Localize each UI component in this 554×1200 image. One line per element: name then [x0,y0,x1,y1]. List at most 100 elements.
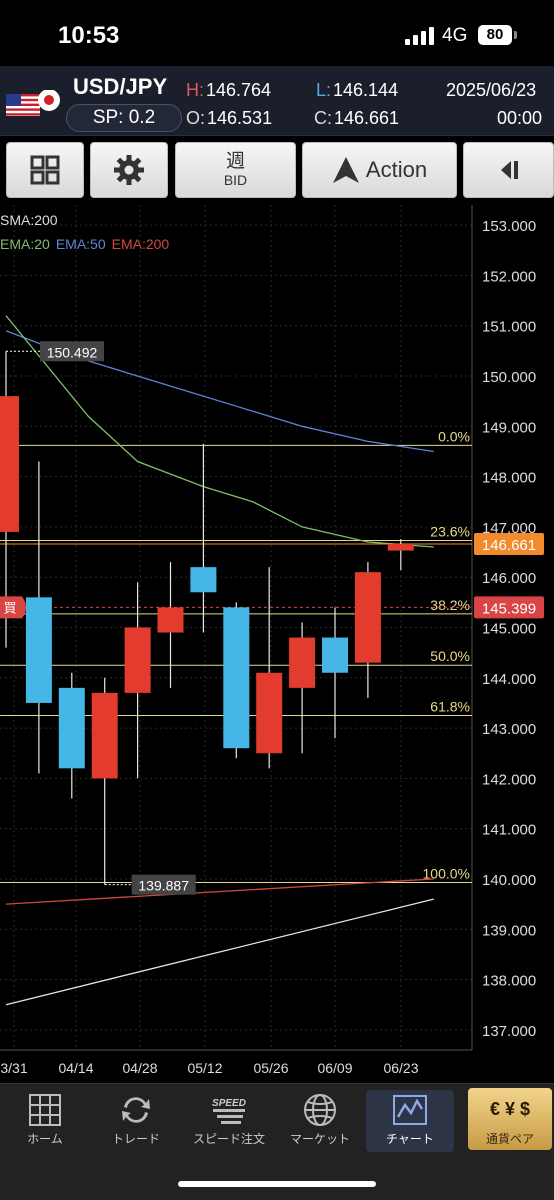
tab-chart-label: チャート [386,1132,434,1146]
x-tick-label: 06/09 [317,1060,352,1076]
y-tick-label: 142.000 [482,771,536,788]
y-tick-label: 147.000 [482,520,536,537]
fib-label: 61.8% [430,699,470,715]
low-value: 146.144 [333,80,399,100]
speed-icon-text: SPEED [212,1098,246,1109]
low-price: L: 146.144 [316,80,398,101]
currency-pair-title[interactable]: USD/JPY [73,74,168,99]
trade-arrows-icon [122,1097,150,1123]
period-label: 週 [225,150,245,172]
y-tick-label: 143.000 [482,721,536,738]
fib-label: 23.6% [430,523,470,539]
low-label: L: [316,80,332,100]
extreme-marker-box [131,874,196,895]
y-tick-label: 148.000 [482,470,536,487]
close-value: 146.661 [334,108,400,128]
extreme-marker-box [40,341,104,362]
tab-speed-order[interactable]: SPEED スピード注文 [186,1090,272,1152]
candle-body [387,544,414,551]
tab-home[interactable]: ホーム [5,1090,85,1152]
tab-market-label: マーケット [289,1132,350,1146]
battery-icon: 80 [478,25,512,45]
tab-currency-pair[interactable]: € ¥ $ 通貨ペア [468,1088,552,1150]
grid-icon [30,155,60,185]
candle-body [256,672,283,754]
y-tick-label: 151.000 [482,319,536,336]
speed-order-icon: SPEED [212,1098,246,1124]
currency-pair-icon: € ¥ $ [489,1099,531,1119]
collapse-panel-button[interactable] [463,142,554,198]
candle-body [322,637,348,673]
spread-badge: SP: 0.2 [66,104,182,132]
gear-icon [114,155,144,185]
home-indicator [178,1181,376,1187]
candle-body [289,637,316,688]
y-tick-label: 141.000 [482,822,536,839]
y-tick-label: 145.000 [482,621,536,638]
open-price: O: 146.531 [186,108,272,129]
y-tick-label: 140.000 [482,872,536,889]
y-tick-label: 138.000 [482,973,536,990]
tab-chart[interactable]: チャート [366,1090,454,1152]
high-price: H: 146.764 [186,80,271,101]
candle-body [91,692,118,779]
tab-home-label: ホーム [27,1132,63,1146]
usd-jpy-flag-icon[interactable] [6,90,62,118]
price-chart[interactable]: 153.000 152.000 151.000 150.000 149.000 148.0… [0,205,554,1083]
x-tick-label: 3/31 [0,1060,27,1076]
fib-label: 0.0% [438,428,470,444]
signal-icon [405,27,435,45]
current-price-badge-label: 146.661 [482,537,536,554]
sma200-line [5,898,434,1006]
ema200-line [5,878,434,905]
bottom-tab-bar [0,1083,554,1200]
y-tick-label: 146.000 [482,570,536,587]
chart-canvas[interactable]: 153.000 152.000 151.000 150.000 149.000 148.0… [0,205,554,1083]
tab-speed-order-label: スピード注文 [192,1132,265,1146]
candle-body [354,572,381,663]
status-bar: 10:53 4G 80 [0,0,554,66]
legend-sma: SMA:200 [0,212,58,228]
tab-trade-label: トレード [111,1132,160,1146]
y-tick-label: 139.000 [482,922,536,939]
action-button[interactable]: Action [302,142,457,198]
fib-label: 50.0% [430,648,470,664]
price-type-label: BID [223,171,248,188]
settings-button[interactable] [90,142,168,198]
close-price: C: 146.661 [314,108,399,129]
high-value: 146.764 [206,80,272,100]
candle-body [58,687,85,769]
x-tick-label: 05/12 [187,1060,222,1076]
layout-button[interactable] [6,142,84,198]
buy-price-badge-box [474,596,544,619]
battery-tip [514,31,517,39]
legend-ema200: EMA:200 [111,236,170,252]
status-time: 10:53 [58,22,120,49]
current-price-badge-box [474,532,544,555]
extreme-marker-label: 139.887 [138,878,189,894]
market-globe-icon [304,1094,336,1126]
candle-body [223,607,250,749]
open-label: O: [186,108,206,128]
tab-market[interactable]: マーケット [280,1090,360,1152]
buy-marker-label: 買 [3,601,16,616]
period-button[interactable]: 週 BID [175,142,296,198]
y-tick-label: 149.000 [482,419,536,436]
candle-body [190,567,217,593]
x-tick-label: 04/28 [122,1060,157,1076]
close-label: C: [314,108,332,128]
x-tick-label: 04/14 [58,1060,93,1076]
y-tick-label: 150.000 [482,369,536,386]
x-tick-label: 06/23 [383,1060,418,1076]
network-type: 4G [442,25,468,46]
y-tick-label: 153.000 [482,218,536,235]
candle-body [25,597,52,703]
home-grid-icon [29,1094,61,1126]
legend-ema20: EMA:20 [0,236,50,252]
action-label: Action [365,157,428,182]
collapse-arrow-icon [500,161,518,179]
tab-trade[interactable]: トレード [96,1090,176,1152]
candle-body [157,607,184,633]
y-tick-label: 137.000 [482,1023,536,1040]
action-logo-icon [332,157,359,183]
